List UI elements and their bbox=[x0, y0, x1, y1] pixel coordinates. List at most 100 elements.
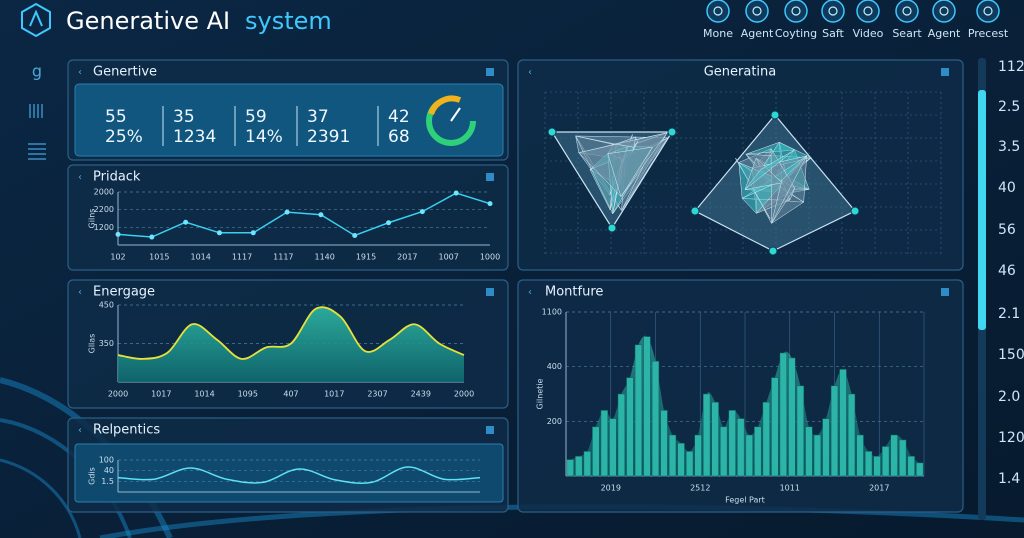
nav-label[interactable]: Precest bbox=[968, 27, 1009, 40]
stat-value: 37 bbox=[307, 107, 329, 127]
bar bbox=[694, 434, 702, 477]
bar bbox=[881, 446, 890, 477]
nav-icon[interactable] bbox=[706, 0, 730, 23]
bar bbox=[660, 410, 668, 477]
bar bbox=[617, 393, 626, 477]
bar bbox=[822, 418, 830, 477]
bar bbox=[779, 352, 788, 477]
nav-label[interactable]: Coyting bbox=[775, 27, 817, 40]
panel-expand[interactable] bbox=[486, 426, 494, 434]
bar bbox=[634, 344, 643, 477]
mesh-node bbox=[547, 127, 557, 137]
y-tick-label: 350 bbox=[99, 339, 114, 348]
nav-label[interactable]: Video bbox=[853, 27, 884, 40]
panel-expand[interactable] bbox=[486, 288, 494, 296]
nav-label[interactable]: Mone bbox=[703, 27, 733, 40]
panel bbox=[67, 164, 509, 271]
scale-label: 120 bbox=[998, 430, 1024, 446]
panel-expand[interactable] bbox=[941, 288, 949, 296]
nav-glyph bbox=[939, 6, 949, 16]
bar bbox=[626, 377, 634, 477]
gauge-needle bbox=[450, 107, 461, 122]
bar bbox=[762, 401, 770, 477]
panel bbox=[517, 279, 964, 513]
y-axis-label: Gdis bbox=[88, 467, 97, 485]
stat-value: 59 bbox=[245, 107, 267, 127]
panel-back: ‹ bbox=[78, 425, 82, 436]
x-axis-label: Fegel Part bbox=[725, 496, 765, 505]
sidebar-icons bbox=[28, 104, 46, 160]
nav-icon[interactable] bbox=[895, 0, 919, 23]
nav-label[interactable]: Agent bbox=[928, 27, 961, 40]
x-tick-label: 2439 bbox=[411, 390, 431, 399]
x-tick-label: 102 bbox=[110, 253, 125, 262]
x-tick-label: 2512 bbox=[690, 484, 710, 493]
point bbox=[318, 212, 324, 218]
x-tick-label: 1140 bbox=[314, 253, 334, 262]
nav-icon[interactable] bbox=[932, 0, 956, 23]
x-tick-label: 1915 bbox=[356, 253, 376, 262]
point bbox=[115, 231, 121, 237]
mesh-node bbox=[667, 127, 677, 137]
panel-back: ‹ bbox=[528, 287, 532, 298]
bar bbox=[677, 442, 685, 477]
x-tick-label: 1017 bbox=[151, 390, 171, 399]
nav-glyph bbox=[791, 6, 801, 16]
nav-label[interactable]: Saft bbox=[822, 27, 844, 40]
panel-expand[interactable] bbox=[486, 173, 494, 181]
panel-expand[interactable] bbox=[486, 68, 494, 76]
panel-expand[interactable] bbox=[941, 68, 949, 76]
mesh-facet bbox=[771, 155, 807, 224]
panel-back: ‹ bbox=[78, 172, 82, 183]
nav-label[interactable]: Seart bbox=[892, 27, 922, 40]
panel-back: ‹ bbox=[78, 67, 82, 78]
bar bbox=[899, 439, 907, 477]
y-tick-label: 450 bbox=[99, 301, 114, 310]
nav-glyph bbox=[713, 6, 723, 16]
bar bbox=[728, 410, 736, 477]
bar bbox=[600, 410, 609, 477]
scale-label: 2.5 bbox=[998, 99, 1020, 115]
panel-title: Genertive bbox=[93, 65, 157, 80]
gauge bbox=[426, 96, 476, 146]
x-tick-label: 1007 bbox=[438, 253, 458, 262]
nav-icon[interactable] bbox=[745, 0, 769, 23]
bar bbox=[566, 459, 574, 477]
x-tick-label: 2000 bbox=[108, 390, 128, 399]
bar bbox=[788, 357, 796, 477]
bar bbox=[720, 426, 728, 477]
mesh-facet bbox=[615, 136, 637, 148]
chart-box bbox=[74, 443, 504, 503]
nav-icon[interactable] bbox=[856, 0, 880, 23]
scale-label: 46 bbox=[998, 263, 1016, 279]
point bbox=[183, 219, 189, 225]
mesh-facet bbox=[607, 146, 654, 198]
line bbox=[117, 466, 481, 484]
scale-label: 2.0 bbox=[998, 389, 1020, 405]
x-tick-label: 2307 bbox=[367, 390, 387, 399]
bar bbox=[805, 426, 813, 477]
gauge-arc bbox=[428, 95, 462, 116]
nav-label[interactable]: Agent bbox=[741, 27, 774, 40]
bar bbox=[651, 360, 660, 477]
nav-icon[interactable] bbox=[976, 0, 1000, 23]
scale-label: 3.5 bbox=[998, 139, 1020, 155]
panel-title: Pridack bbox=[93, 170, 141, 185]
bar bbox=[864, 451, 873, 477]
nav-icon[interactable] bbox=[784, 0, 808, 23]
point bbox=[149, 234, 155, 240]
stat-value: 55 bbox=[105, 107, 127, 127]
bar bbox=[839, 369, 847, 477]
logo bbox=[21, 2, 51, 38]
nav-icon[interactable] bbox=[821, 0, 845, 23]
x-tick-label: 1117 bbox=[273, 253, 293, 262]
nav-glyph bbox=[902, 6, 912, 16]
stat-value: 42 bbox=[388, 107, 410, 127]
sidebar-label: g bbox=[32, 62, 42, 81]
scale-label: 112 bbox=[998, 59, 1024, 75]
nav-glyph bbox=[863, 6, 873, 16]
bar bbox=[907, 456, 915, 477]
bar bbox=[668, 434, 677, 477]
y-tick-label: 1100 bbox=[542, 308, 562, 317]
